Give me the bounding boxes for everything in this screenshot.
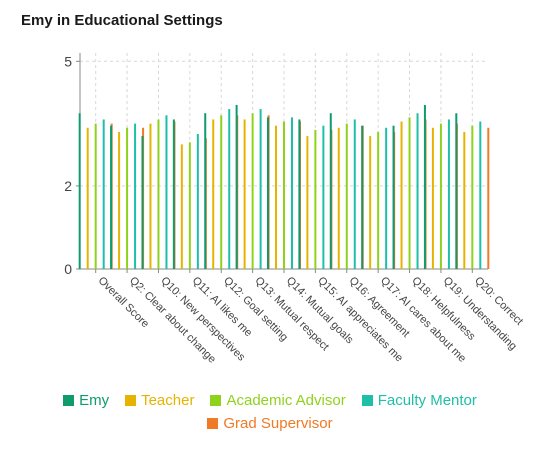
bar-teacher (86, 127, 89, 270)
bar-faculty-mentor (385, 127, 388, 270)
legend-swatch-grad-supervisor (207, 418, 219, 429)
bar-emy (455, 113, 458, 269)
bar-emy (235, 104, 238, 269)
bar-teacher (149, 123, 152, 269)
bar-teacher (431, 127, 434, 270)
bar-faculty-mentor (353, 119, 356, 269)
bar-teacher (212, 119, 215, 269)
bar-academic-advisor (126, 127, 129, 270)
bar-academic-advisor (439, 123, 442, 269)
legend-label-faculty-mentor: Faculty Mentor (377, 392, 477, 409)
bar-academic-advisor (94, 123, 97, 269)
bar-emy (392, 125, 395, 269)
y-tick-label: 5 (64, 53, 72, 69)
bar-teacher (337, 127, 340, 270)
legend-swatch-academic-advisor (210, 395, 222, 406)
legend-swatch-emy (63, 395, 75, 406)
bar-grad-supervisor (487, 127, 490, 270)
legend-item-emy[interactable]: Emy (63, 392, 109, 409)
bar-faculty-mentor (196, 134, 199, 269)
bar-academic-advisor (251, 113, 254, 269)
y-tick-label: 0 (64, 261, 72, 277)
bar-emy (204, 113, 207, 269)
bar-emy (110, 125, 113, 269)
bar-academic-advisor (157, 119, 160, 269)
legend-label-grad-supervisor: Grad Supervisor (223, 415, 333, 432)
bar-emy (141, 136, 144, 269)
bar-teacher (369, 136, 372, 269)
legend-label-academic-advisor: Academic Advisor (226, 392, 346, 409)
chart-title: Emy in Educational Settings (21, 12, 223, 29)
bar-emy (329, 113, 332, 269)
bar-academic-advisor (471, 125, 474, 269)
bar-emy (423, 104, 426, 269)
legend-item-teacher[interactable]: Teacher (125, 392, 194, 409)
legend-row-1: Emy Teacher Academic Advisor Faculty Men… (0, 392, 540, 409)
bar-emy (298, 119, 301, 269)
y-tick-label: 2 (64, 178, 72, 194)
legend-item-academic-advisor[interactable]: Academic Advisor (210, 392, 346, 409)
bar-academic-advisor (314, 129, 317, 269)
legend-row-2: Grad Supervisor (0, 415, 540, 432)
bar-faculty-mentor (134, 123, 137, 269)
legend-label-teacher: Teacher (141, 392, 195, 409)
legend-swatch-teacher (125, 395, 137, 406)
bar-academic-advisor (220, 115, 223, 269)
bar-faculty-mentor (228, 109, 231, 269)
legend-item-faculty-mentor[interactable]: Faculty Mentor (361, 392, 477, 409)
bar-faculty-mentor (291, 117, 293, 269)
bar-academic-advisor (345, 123, 348, 269)
bar-academic-advisor (283, 121, 285, 270)
bar-teacher (180, 144, 183, 269)
bar-emy (78, 113, 81, 269)
chart-legend: Emy Teacher Academic Advisor Faculty Men… (0, 392, 540, 438)
legend-label-emy: Emy (79, 392, 110, 409)
bar-faculty-mentor (259, 109, 262, 269)
bar-teacher (463, 131, 466, 269)
bar-emy (267, 117, 269, 269)
legend-item-grad-supervisor[interactable]: Grad Supervisor (207, 415, 333, 432)
bar-faculty-mentor (447, 119, 450, 269)
bar-teacher (118, 131, 121, 269)
legend-swatch-faculty-mentor (361, 395, 373, 406)
bar-academic-advisor (408, 117, 411, 269)
bar-faculty-mentor (479, 121, 482, 270)
bar-faculty-mentor (165, 115, 168, 269)
bar-teacher (400, 121, 403, 270)
bar-teacher (243, 119, 246, 269)
bar-faculty-mentor (416, 113, 419, 269)
bar-academic-advisor (188, 142, 191, 269)
bar-teacher (306, 136, 309, 269)
bar-emy (361, 125, 364, 269)
bar-academic-advisor (377, 131, 380, 269)
bar-faculty-mentor (102, 119, 105, 269)
bar-faculty-mentor (322, 125, 325, 269)
bar-teacher (275, 125, 277, 269)
bar-emy (172, 119, 175, 269)
